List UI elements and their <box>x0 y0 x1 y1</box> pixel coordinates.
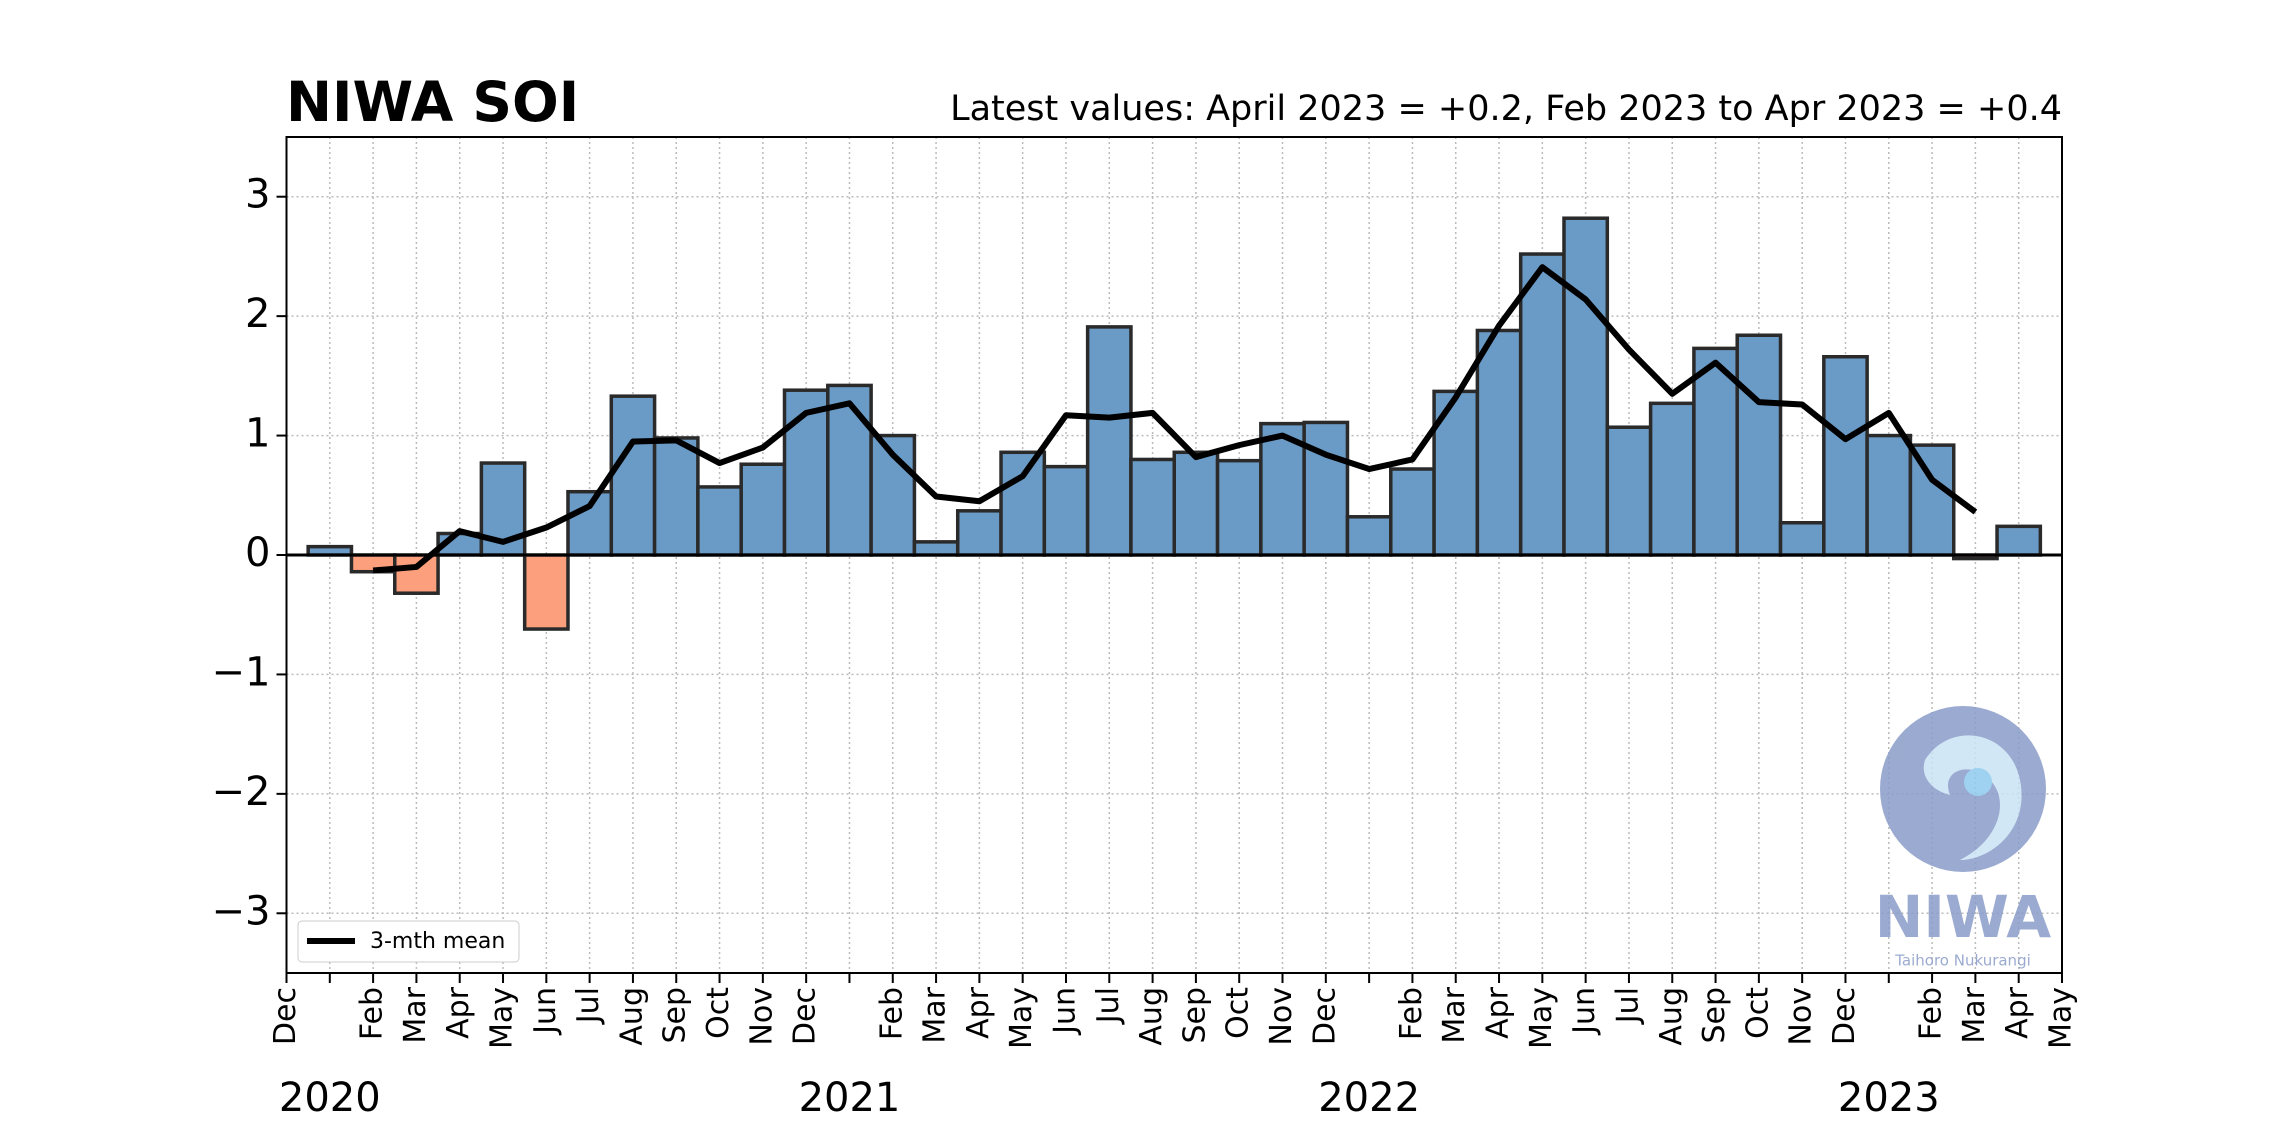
year-label: 2020 <box>279 1075 381 1121</box>
x-tick-label: May <box>2044 987 2079 1049</box>
x-tick-label: Apr <box>961 986 996 1039</box>
x-tick-label: Mar <box>398 986 433 1043</box>
x-tick-label: Sep <box>1177 987 1212 1044</box>
x-tick-label: Mar <box>1957 986 1992 1043</box>
x-tick-label: Nov <box>744 987 779 1046</box>
x-tick-label: Aug <box>1654 987 1689 1046</box>
bar <box>696 485 743 557</box>
bar <box>1908 443 1956 557</box>
legend-box <box>297 920 520 963</box>
bar <box>1302 420 1350 557</box>
bar <box>1129 457 1176 557</box>
year-label: 2021 <box>799 1075 901 1121</box>
bar <box>955 509 1003 557</box>
x-tick-label: Feb <box>1914 987 1949 1040</box>
y-tick-label: −1 <box>212 649 271 695</box>
bar <box>1778 521 1826 557</box>
x-tick-label: Apr <box>441 986 476 1039</box>
logo-name: NIWA <box>1875 883 2051 951</box>
logo-tagline: Taihoro Nukurangi <box>1894 952 2031 970</box>
x-tick-label: Nov <box>1264 987 1299 1046</box>
logo-eye <box>1964 768 1992 796</box>
bar <box>1042 464 1090 557</box>
bar <box>1562 216 1610 557</box>
bar <box>1648 401 1696 557</box>
y-tick-label: −2 <box>212 769 271 815</box>
bar <box>1345 515 1393 557</box>
x-tick-label: Jun <box>1567 987 1602 1036</box>
y-tick-label: 0 <box>245 530 270 576</box>
bar <box>1692 346 1739 557</box>
y-tick-label: 3 <box>245 172 270 218</box>
bar <box>1475 328 1523 557</box>
bar <box>1215 458 1263 557</box>
x-tick-label: May <box>1004 987 1039 1049</box>
x-tick-label: Dec <box>268 987 303 1045</box>
x-tick-label: Sep <box>1697 987 1732 1044</box>
mean-line <box>372 264 1978 574</box>
x-tick-label: Nov <box>1784 987 1819 1046</box>
chart-title: NIWA SOI <box>286 70 579 134</box>
legend: 3-mth mean <box>297 920 520 963</box>
bar <box>1735 333 1783 557</box>
bar <box>1865 433 1913 557</box>
marks <box>286 216 2062 631</box>
bar <box>652 436 700 557</box>
bar <box>1518 252 1566 557</box>
y-tick-label: 1 <box>245 411 270 457</box>
year-label: 2022 <box>1318 1075 1420 1121</box>
bar <box>1172 450 1220 557</box>
x-tick-label: Jun <box>1047 987 1082 1036</box>
bar <box>999 450 1047 557</box>
x-tick-label: Dec <box>788 987 823 1045</box>
legend-label: 3-mth mean <box>370 929 505 954</box>
y-tick-label: 2 <box>245 291 270 337</box>
x-tick-label: Feb <box>874 987 909 1040</box>
x-tick-label: Aug <box>614 987 649 1046</box>
x-tick-label: Oct <box>1221 987 1256 1039</box>
x-tick-label: Oct <box>1740 987 1775 1039</box>
bar <box>1085 325 1133 557</box>
x-tick-label: Dec <box>1827 987 1862 1045</box>
x-tick-label: Feb <box>1394 987 1429 1040</box>
bar <box>782 388 830 557</box>
x-tick-label: Oct <box>701 987 736 1039</box>
x-tick-label: Mar <box>1437 986 1472 1043</box>
bar <box>739 462 787 557</box>
grid <box>285 137 2063 973</box>
x-tick-label: Apr <box>1481 986 1516 1039</box>
y-tick-label: −3 <box>212 888 271 934</box>
year-label: 2023 <box>1838 1075 1940 1121</box>
x-tick-label: Jul <box>1610 987 1645 1025</box>
logo: NIWA Taihoro Nukurangi <box>1875 706 2051 970</box>
x-tick-label: Mar <box>918 986 953 1043</box>
bar <box>522 553 570 631</box>
x-tick-label: Jul <box>1091 987 1126 1025</box>
bar <box>826 383 873 557</box>
x-tick-label: Jun <box>528 987 563 1036</box>
bar <box>912 540 960 557</box>
x-tick-label: May <box>1524 987 1559 1049</box>
x-tick-label: Dec <box>1307 987 1342 1045</box>
x-tick-label: May <box>485 987 520 1049</box>
bar <box>1995 524 2043 557</box>
x-tick-label: Sep <box>658 987 693 1044</box>
x-tick-label: Feb <box>355 987 390 1040</box>
bar <box>1605 425 1653 557</box>
chart-subtitle: Latest values: April 2023 = +0.2, Feb 20… <box>950 89 2062 129</box>
bar <box>1822 354 1869 557</box>
x-tick-label: Apr <box>2000 986 2035 1039</box>
logo-swirl <box>1923 735 2022 860</box>
bar <box>609 394 657 557</box>
bar <box>393 553 440 595</box>
x-tick-label: Jul <box>571 987 606 1025</box>
bar <box>1389 467 1436 557</box>
x-tick-label: Aug <box>1134 987 1169 1046</box>
